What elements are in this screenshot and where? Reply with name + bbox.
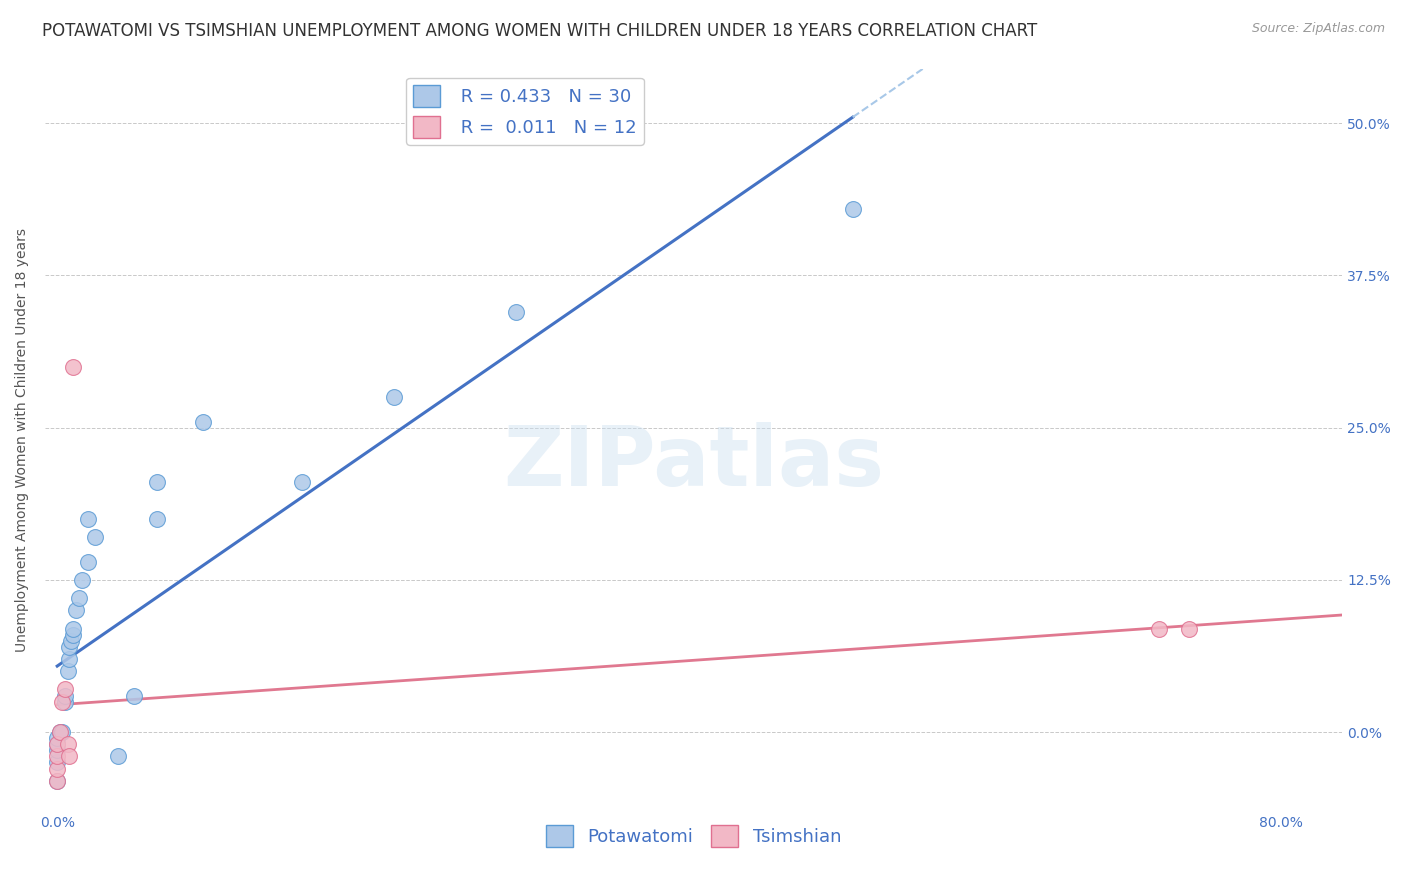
Point	[1147, 622, 1170, 636]
Point	[59, 633, 82, 648]
Point	[382, 390, 405, 404]
Point	[46, 743, 69, 757]
Text: Source: ZipAtlas.com: Source: ZipAtlas.com	[1251, 22, 1385, 36]
Point	[191, 415, 214, 429]
Point	[46, 737, 69, 751]
Point	[107, 749, 129, 764]
Point	[46, 737, 69, 751]
Point	[122, 689, 145, 703]
Point	[70, 573, 93, 587]
Point	[84, 530, 107, 544]
Point	[58, 749, 80, 764]
Text: ZIPatlas: ZIPatlas	[503, 422, 884, 502]
Legend: Potawatomi, Tsimshian: Potawatomi, Tsimshian	[538, 818, 849, 855]
Y-axis label: Unemployment Among Women with Children Under 18 years: Unemployment Among Women with Children U…	[15, 227, 30, 652]
Point	[53, 682, 76, 697]
Point	[505, 305, 527, 319]
Point	[56, 664, 79, 678]
Point	[46, 762, 69, 776]
Point	[53, 689, 76, 703]
Point	[46, 773, 69, 788]
Point	[56, 737, 79, 751]
Point	[58, 652, 80, 666]
Text: POTAWATOMI VS TSIMSHIAN UNEMPLOYMENT AMONG WOMEN WITH CHILDREN UNDER 18 YEARS CO: POTAWATOMI VS TSIMSHIAN UNEMPLOYMENT AMO…	[42, 22, 1038, 40]
Point	[145, 475, 167, 490]
Point	[46, 756, 69, 770]
Point	[1178, 622, 1201, 636]
Point	[62, 359, 84, 374]
Point	[291, 475, 314, 490]
Point	[46, 731, 69, 746]
Point	[49, 725, 72, 739]
Point	[145, 512, 167, 526]
Point	[62, 627, 84, 641]
Point	[67, 591, 90, 606]
Point	[841, 202, 863, 216]
Point	[53, 695, 76, 709]
Point	[49, 725, 72, 739]
Point	[51, 695, 73, 709]
Point	[51, 725, 73, 739]
Point	[46, 749, 69, 764]
Point	[58, 640, 80, 654]
Point	[46, 773, 69, 788]
Point	[62, 622, 84, 636]
Point	[65, 603, 87, 617]
Point	[76, 512, 98, 526]
Point	[76, 555, 98, 569]
